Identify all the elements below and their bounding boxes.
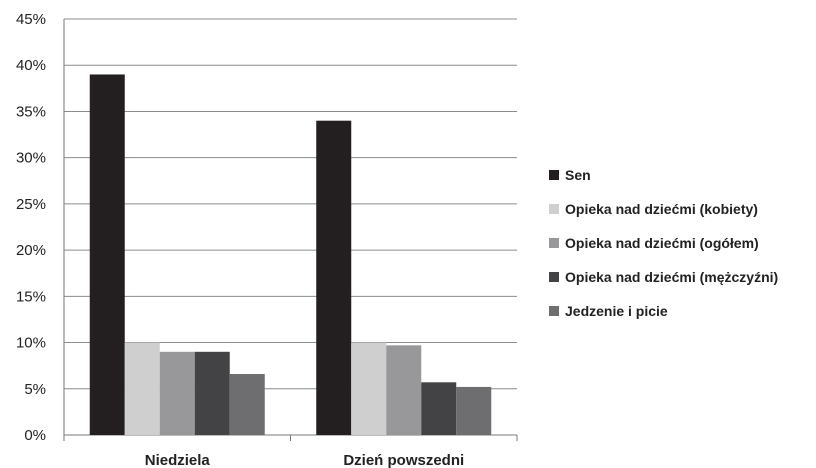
bar [124, 342, 160, 435]
y-tick-label: 25% [16, 196, 46, 213]
bar [456, 386, 492, 435]
legend-item: Opieka nad dziećmi (kobiety) [549, 192, 778, 226]
y-tick-label: 45% [16, 11, 46, 28]
y-tick-label: 30% [16, 150, 46, 167]
legend-item: Opieka nad dziećmi (ogółem) [549, 226, 778, 260]
legend-label: Jedzenie i picie [565, 303, 668, 319]
bar [316, 120, 352, 435]
bar [194, 351, 230, 435]
y-tick-label: 15% [16, 288, 46, 305]
legend-item: Opieka nad dziećmi (mężczyźni) [549, 260, 778, 294]
legend-swatch [549, 238, 559, 248]
legend: Sen Opieka nad dziećmi (kobiety) Opieka na… [549, 158, 778, 328]
category-label: Niedziela [145, 452, 211, 468]
legend-swatch [549, 272, 559, 282]
y-tick-label: 35% [16, 103, 46, 120]
bar [351, 342, 387, 435]
legend-label: Opieka nad dziećmi (kobiety) [565, 201, 758, 217]
category-label: Dzień powszedni [343, 452, 464, 468]
legend-label: Sen [565, 167, 591, 183]
y-tick-label: 5% [24, 381, 46, 398]
legend-label: Opieka nad dziećmi (ogółem) [565, 235, 759, 251]
y-tick-label: 10% [16, 335, 46, 352]
legend-swatch [549, 204, 559, 214]
legend-item: Jedzenie i picie [549, 294, 778, 328]
legend-item: Sen [549, 158, 778, 192]
legend-swatch [549, 306, 559, 316]
bar [159, 351, 195, 435]
bar [229, 373, 265, 435]
y-tick-label: 0% [24, 427, 46, 444]
legend-swatch [549, 170, 559, 180]
y-tick-label: 20% [16, 242, 46, 259]
y-tick-label: 40% [16, 57, 46, 74]
bar [421, 382, 457, 435]
bar [89, 74, 125, 435]
legend-label: Opieka nad dziećmi (mężczyźni) [565, 269, 779, 285]
bar [386, 345, 422, 435]
